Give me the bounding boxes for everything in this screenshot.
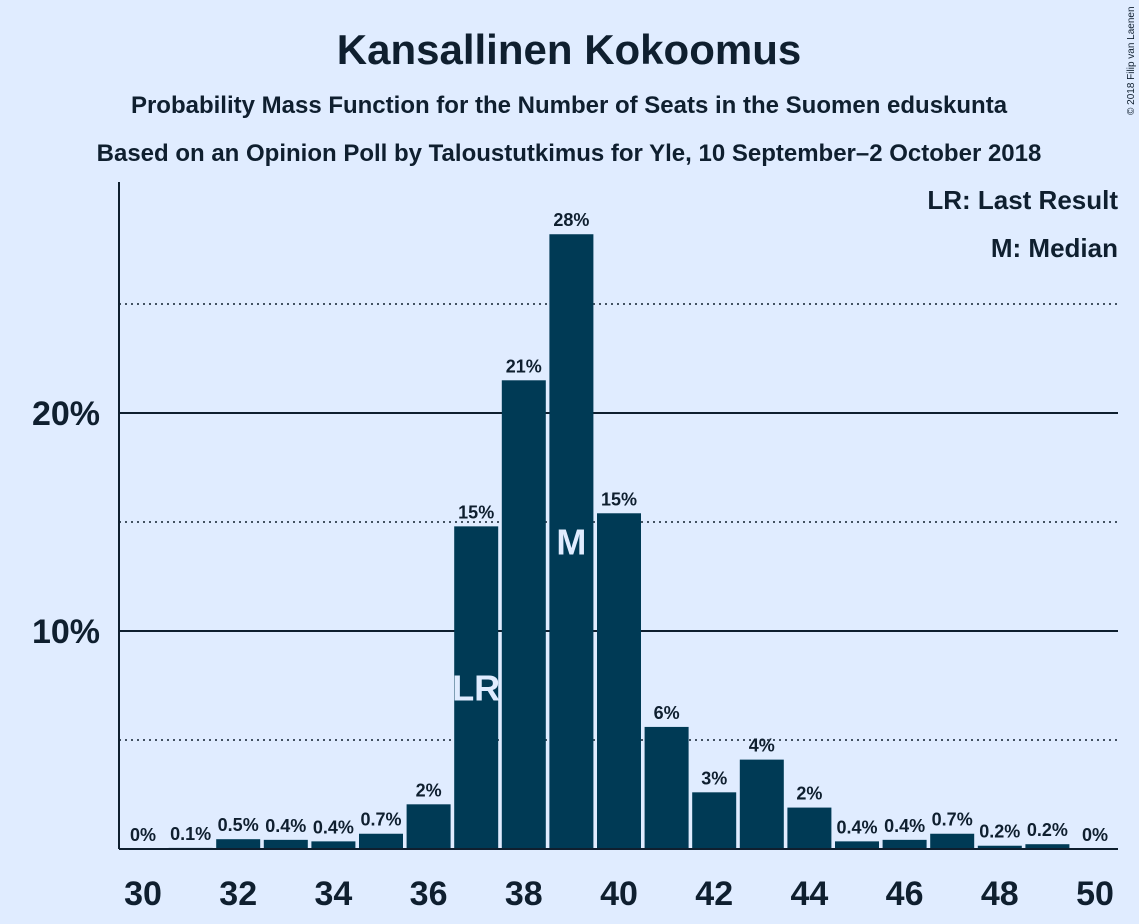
- data-label: 0.4%: [313, 817, 354, 837]
- x-tick-label: 50: [1076, 875, 1114, 913]
- bar: [882, 839, 927, 849]
- bar: [454, 526, 499, 849]
- bar: [787, 807, 832, 849]
- x-tick-label: 38: [505, 875, 543, 913]
- y-tick-label: 10%: [32, 613, 100, 651]
- data-label: 0.2%: [1027, 820, 1068, 840]
- data-label: 0.4%: [265, 816, 306, 836]
- chart-subtitle-poll: Based on an Opinion Poll by Taloustutkim…: [97, 140, 1042, 167]
- legend-median: M: Median: [991, 233, 1118, 263]
- data-label: 6%: [654, 703, 680, 723]
- data-label: 2%: [416, 780, 442, 800]
- bar: [930, 833, 975, 849]
- bar: [216, 839, 261, 849]
- bar-markers: LR M: [452, 522, 586, 709]
- chart-title: Kansallinen Kokoomus: [337, 26, 801, 73]
- bar: [597, 513, 641, 849]
- bar: [359, 833, 403, 849]
- x-tick-label: 40: [600, 875, 638, 913]
- x-tick-label: 34: [314, 875, 352, 913]
- data-label: 0.1%: [170, 824, 211, 844]
- x-tick-label: 32: [219, 875, 257, 913]
- bar: [692, 792, 737, 849]
- data-label: 0.7%: [360, 810, 401, 830]
- bar-marker: M: [556, 522, 586, 563]
- bar: [835, 841, 879, 849]
- y-tick-labels: 10% 20%: [32, 395, 100, 651]
- copyright-notice: © 2018 Filip van Laenen: [1126, 6, 1137, 115]
- chart-subtitle: Probability Mass Function for the Number…: [131, 92, 1008, 119]
- data-label: 0.2%: [979, 822, 1020, 842]
- legend-last-result: LR: Last Result: [927, 185, 1118, 215]
- bar-marker: LR: [452, 668, 500, 709]
- data-label: 2%: [796, 784, 822, 804]
- bar: [644, 726, 689, 849]
- data-labels: 0% 0.1% 0.5% 0.4% 0.4% 0.7% 2% 15% 21% 28% 15% 6% 3%…: [130, 210, 1108, 845]
- y-tick-label: 20%: [32, 395, 100, 433]
- data-label: 0.5%: [218, 815, 259, 835]
- bar: [406, 804, 451, 849]
- bar: [977, 845, 1022, 849]
- bars: [168, 234, 1070, 850]
- bar: [263, 839, 308, 849]
- x-tick-label: 48: [981, 875, 1019, 913]
- x-tick-label: 46: [886, 875, 924, 913]
- data-label: 15%: [601, 489, 637, 509]
- data-label: 0%: [130, 825, 156, 845]
- data-label: 0.4%: [884, 816, 925, 836]
- data-label: 0.4%: [836, 817, 877, 837]
- x-tick-label: 42: [695, 875, 733, 913]
- data-label: 0%: [1082, 825, 1108, 845]
- bar: [501, 380, 546, 849]
- data-label: 28%: [553, 210, 589, 230]
- data-label: 15%: [458, 502, 494, 522]
- bar: [739, 759, 784, 849]
- bar: [1025, 844, 1070, 849]
- x-tick-label: 30: [124, 875, 162, 913]
- bar: [311, 841, 356, 849]
- data-label: 3%: [701, 768, 727, 788]
- x-tick-labels: 30 32 34 36 38 40 42 44 46 48 50: [124, 875, 1114, 913]
- data-label: 0.7%: [932, 810, 973, 830]
- x-tick-label: 36: [410, 875, 448, 913]
- data-label: 4%: [749, 736, 775, 756]
- bar: [549, 234, 594, 850]
- data-label: 21%: [506, 356, 542, 376]
- x-tick-label: 44: [790, 875, 828, 913]
